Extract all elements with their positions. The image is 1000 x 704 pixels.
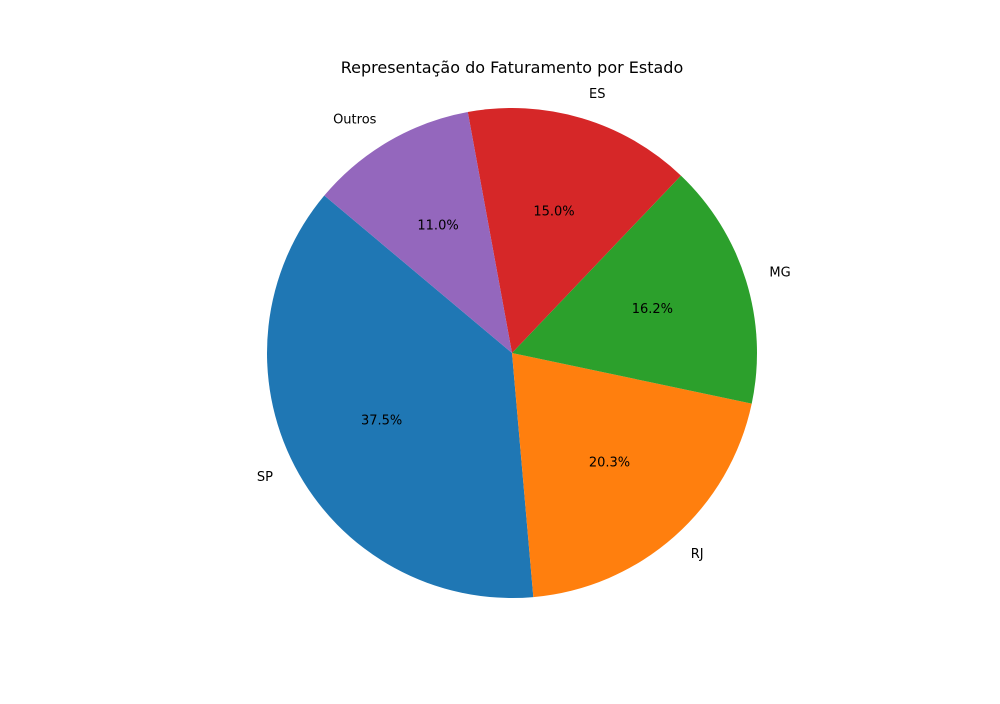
slice-value-rj: 20.3% xyxy=(589,456,630,471)
slice-label-outros: Outros xyxy=(333,113,377,128)
pie-slice-sp xyxy=(267,195,534,598)
slice-label-mg: MG xyxy=(769,266,790,281)
slice-value-outros: 11.0% xyxy=(417,218,458,233)
pie-slice-mg xyxy=(512,175,757,404)
pie-slice-es xyxy=(467,107,681,353)
slices-layer xyxy=(267,107,757,598)
pie-slice-rj xyxy=(512,353,752,598)
slice-label-es: ES xyxy=(589,87,605,102)
labels-layer: SP 37.5% RJ 20.3% MG 16.2% ES 15.0% Outros 11.0% xyxy=(257,87,791,562)
chart-title: Representação do Faturamento por Estado xyxy=(340,58,684,77)
pie-slice-outros xyxy=(324,112,512,353)
slice-value-mg: 16.2% xyxy=(632,302,673,317)
slice-value-sp: 37.5% xyxy=(361,413,402,428)
slice-label-sp: SP xyxy=(257,470,273,485)
slice-label-rj: RJ xyxy=(691,547,704,562)
slice-value-es: 15.0% xyxy=(533,205,574,220)
